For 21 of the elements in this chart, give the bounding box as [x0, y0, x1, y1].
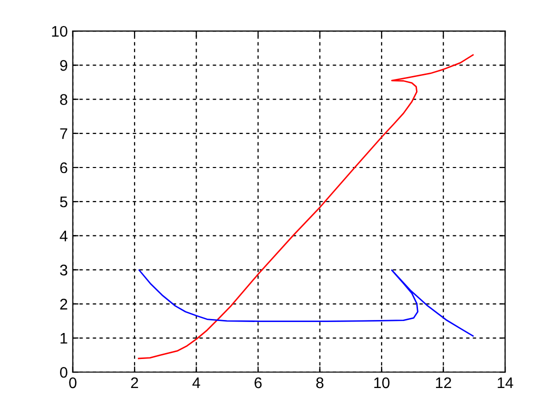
x-tick-label: 0	[69, 377, 76, 388]
x-tick-label: 2	[131, 377, 138, 388]
y-tick-label: 9	[60, 60, 68, 71]
y-tick-label: 6	[60, 162, 68, 174]
x-tick-label: 8	[316, 377, 324, 388]
line-series	[138, 269, 474, 337]
y-tick-label: 1	[60, 333, 68, 344]
x-tick-label: 4	[192, 378, 200, 388]
x-tick-label: 12	[436, 377, 452, 388]
y-tick-label: 5	[60, 196, 68, 208]
y-tick-label: 7	[60, 128, 68, 139]
y-tick-label: 10	[52, 26, 68, 37]
y-tick-label: 2	[60, 298, 68, 310]
x-tick-label: 10	[374, 377, 390, 388]
y-tick-label: 0	[60, 366, 68, 378]
y-tick-label: 4	[60, 230, 68, 242]
x-tick-label: 6	[254, 377, 262, 388]
y-tick-label: 3	[60, 264, 68, 276]
y-tick-label: 8	[60, 94, 68, 105]
line-series	[138, 54, 474, 360]
x-tick-label: 14	[498, 378, 514, 388]
